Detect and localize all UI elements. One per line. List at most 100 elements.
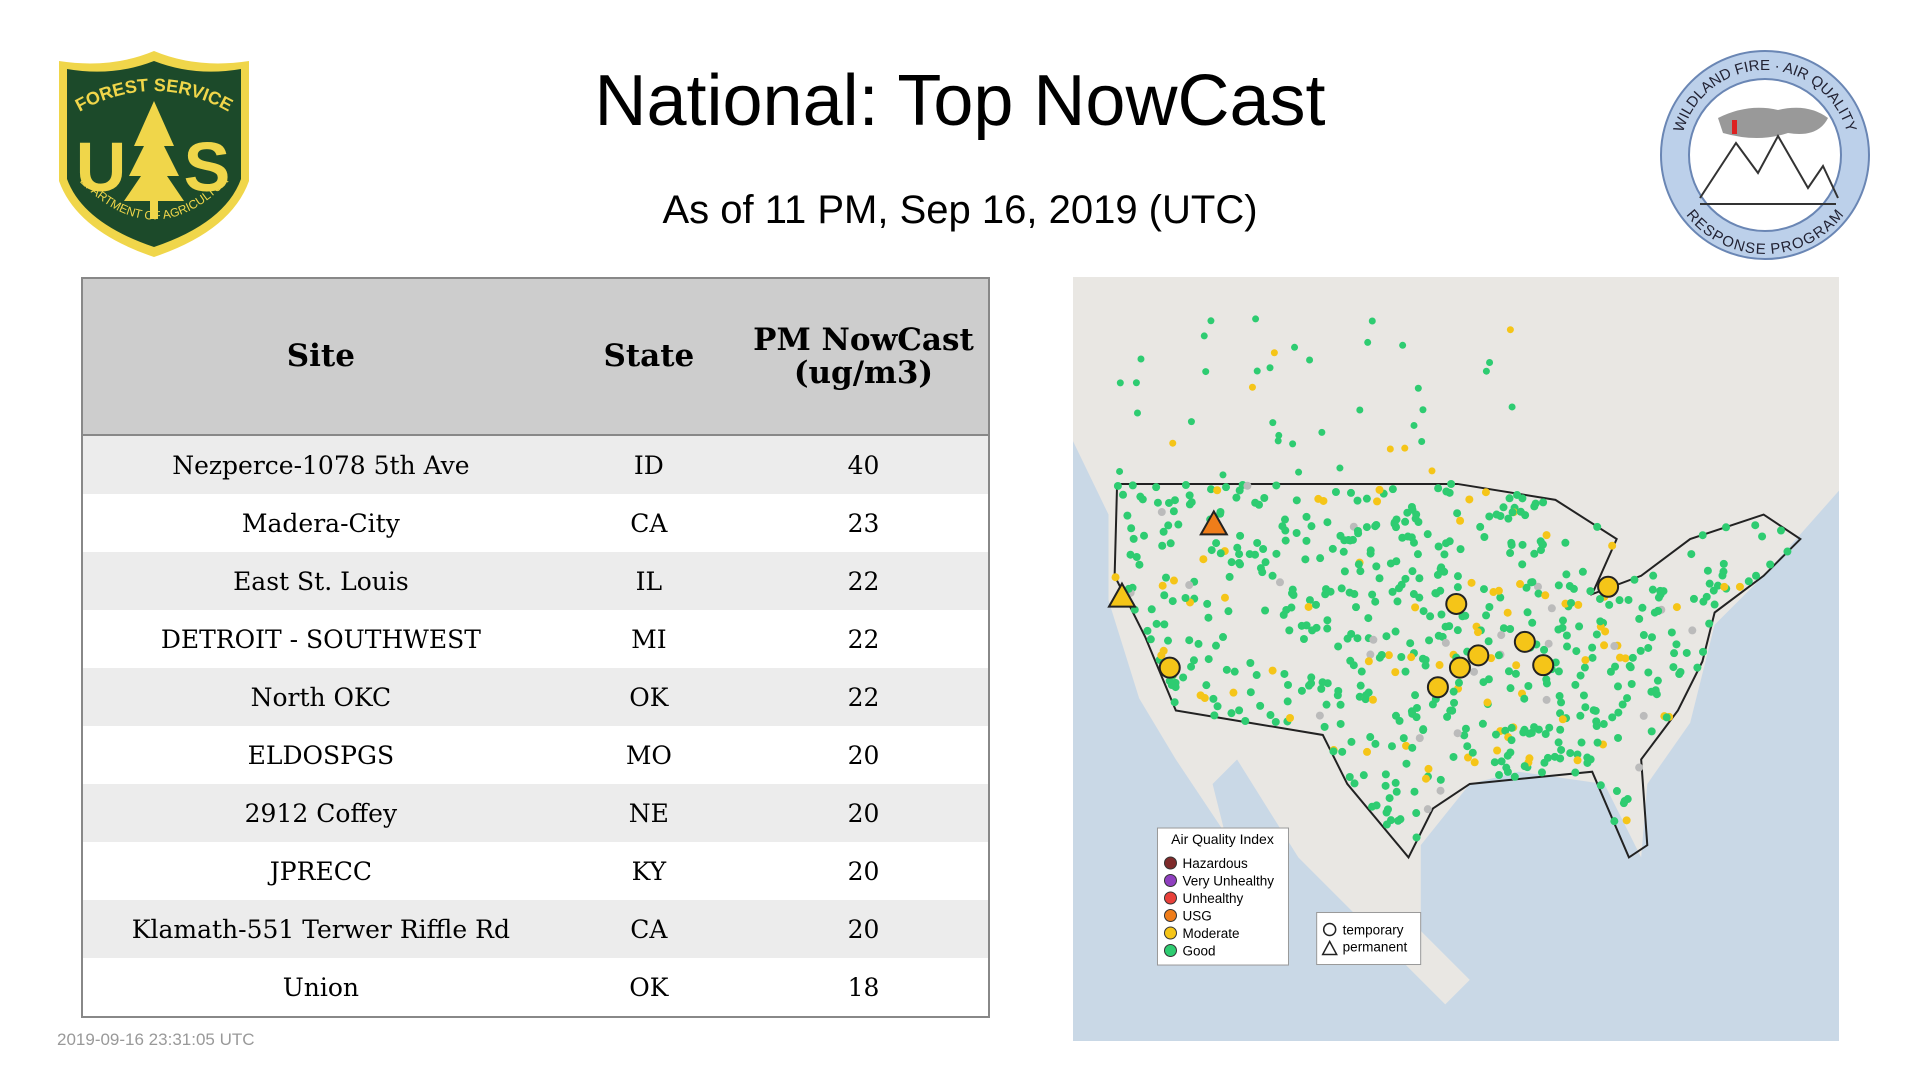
site-dot <box>1371 597 1380 606</box>
table-cell: KY <box>631 856 667 886</box>
site-dot <box>1412 833 1421 842</box>
site-dot <box>1557 698 1566 707</box>
top-site <box>1597 575 1620 598</box>
site-dot <box>1621 654 1630 663</box>
site-dot <box>1397 653 1406 662</box>
site-dot <box>1636 646 1645 655</box>
site-dot <box>1722 523 1731 532</box>
table-row: 2912 Coffey NE 20 <box>82 784 989 842</box>
site-dot <box>1507 736 1516 745</box>
site-dot <box>1116 379 1124 387</box>
site-dot <box>1428 467 1436 475</box>
site-dot <box>1588 653 1597 662</box>
site-dot <box>1569 584 1578 593</box>
site-dot <box>1181 481 1190 490</box>
site-dot <box>1449 752 1458 761</box>
site-dot <box>1328 544 1337 553</box>
site-dot <box>1253 538 1262 547</box>
site-dot <box>1483 698 1492 707</box>
site-dot <box>1687 550 1696 559</box>
site-dot <box>1593 738 1602 747</box>
site-dot <box>1384 651 1393 660</box>
site-dot <box>1167 681 1176 690</box>
site-dot <box>1138 495 1147 504</box>
site-dot <box>1520 694 1529 703</box>
site-dot <box>1415 593 1424 602</box>
site-dot <box>1656 586 1665 595</box>
site-dot <box>1516 580 1525 589</box>
site-dot <box>1207 546 1216 555</box>
site-dot <box>1485 603 1494 612</box>
site-dot <box>1505 494 1514 503</box>
site-dot <box>1572 647 1581 656</box>
site-dot <box>1213 702 1222 711</box>
site-dot <box>1402 741 1411 750</box>
site-dot <box>1185 636 1194 645</box>
site-dot <box>1329 747 1338 756</box>
site-dot <box>1347 737 1356 746</box>
site-dot <box>1369 635 1378 644</box>
site-dot <box>1411 691 1420 700</box>
site-dot <box>1271 717 1280 726</box>
site-dot <box>1283 697 1292 706</box>
site-dot <box>1147 605 1156 614</box>
site-dot <box>1758 532 1767 541</box>
shape-swatch <box>1322 922 1337 937</box>
site-dot <box>1259 544 1268 553</box>
site-dot <box>1672 640 1681 649</box>
site-dot <box>1227 709 1236 718</box>
site-dot <box>1187 498 1196 507</box>
site-dot <box>1364 657 1373 666</box>
site-dot <box>1200 332 1208 340</box>
table-cell: 40 <box>738 435 989 494</box>
site-dot <box>1440 550 1449 559</box>
site-dot <box>1544 639 1553 648</box>
site-dot <box>1320 722 1329 731</box>
site-dot <box>1554 581 1563 590</box>
site-dot <box>1261 558 1270 567</box>
site-dot <box>1506 684 1515 693</box>
site-dot <box>1388 485 1397 494</box>
site-dot <box>1510 772 1519 781</box>
site-dot <box>1507 723 1516 732</box>
table-cell: Madera-City <box>241 508 400 538</box>
site-dot <box>1255 500 1264 509</box>
site-dot <box>1407 707 1416 716</box>
site-dot <box>1494 586 1503 595</box>
site-dot <box>1675 669 1684 678</box>
site-dot <box>1512 661 1521 670</box>
site-dot <box>1123 511 1132 520</box>
site-dot <box>1623 694 1632 703</box>
top-site <box>1426 676 1449 699</box>
site-dot <box>1394 584 1403 593</box>
site-dot <box>1593 522 1602 531</box>
site-dot <box>1274 437 1282 445</box>
site-dot <box>1647 633 1656 642</box>
site-dot <box>1307 673 1316 682</box>
table-row: DETROIT - SOUTHWEST MI 22 <box>82 610 989 668</box>
site-dot <box>1111 573 1120 582</box>
site-dot <box>1168 597 1177 606</box>
site-dot <box>1392 787 1401 796</box>
site-dot <box>1224 607 1233 616</box>
site-dot <box>1423 805 1432 814</box>
site-dot <box>1618 700 1627 709</box>
legend-label: Moderate <box>1182 926 1239 941</box>
site-dot <box>1596 781 1605 790</box>
site-dot <box>1352 603 1361 612</box>
site-dot <box>1705 619 1714 628</box>
site-dot <box>1331 487 1340 496</box>
site-dot <box>1128 481 1137 490</box>
site-dot <box>1518 560 1527 569</box>
site-dot <box>1272 549 1281 558</box>
site-dot <box>1410 787 1419 796</box>
site-dot <box>1315 711 1324 720</box>
site-dot <box>1504 514 1513 523</box>
site-dot <box>1252 315 1260 323</box>
site-dot <box>1357 667 1366 676</box>
site-dot <box>1119 490 1128 499</box>
site-dot <box>1368 590 1377 599</box>
shape-label: permanent <box>1343 940 1408 955</box>
site-dot <box>1209 694 1218 703</box>
legend-swatch <box>1163 874 1177 888</box>
